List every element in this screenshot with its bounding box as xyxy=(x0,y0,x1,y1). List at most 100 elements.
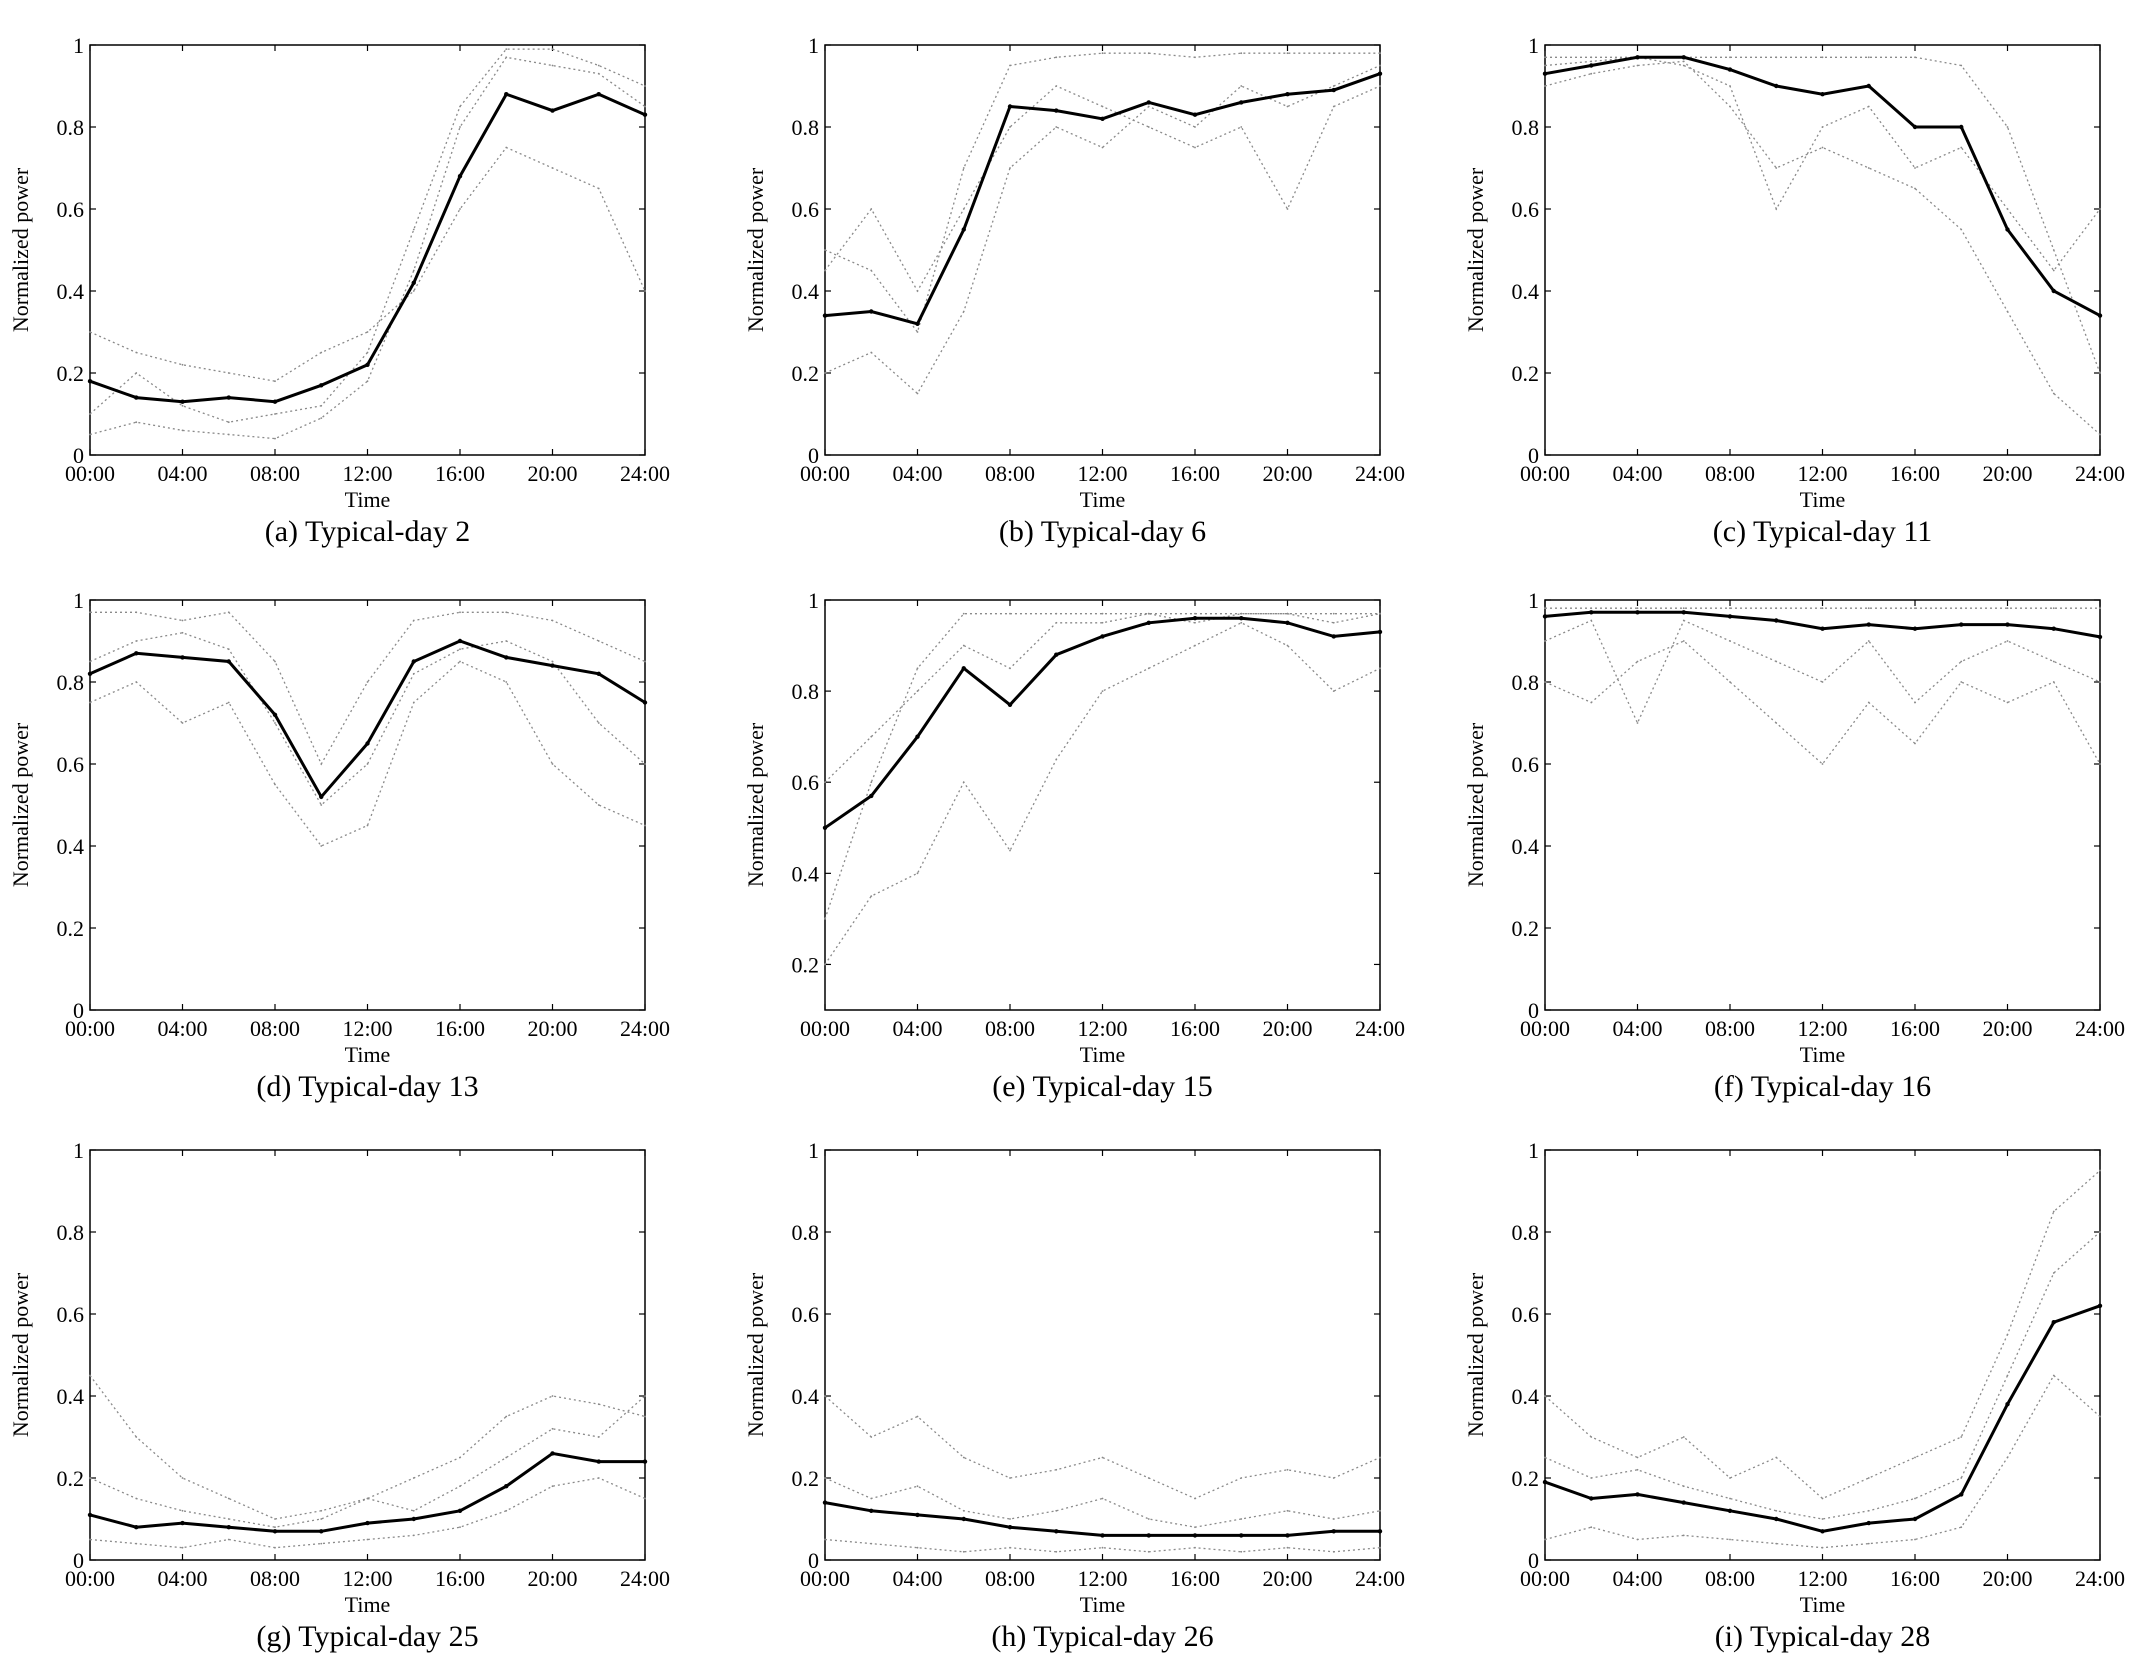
typical-day-point xyxy=(1285,1533,1290,1538)
typical-day-point xyxy=(1100,116,1105,122)
scenario-point xyxy=(916,667,919,670)
scenario-point xyxy=(1821,56,1824,59)
typical-day-point xyxy=(869,309,874,314)
x-tick-label: 04:00 xyxy=(892,1016,942,1041)
scenario-point xyxy=(227,648,230,651)
scenario-point xyxy=(1590,60,1593,63)
scenario-point xyxy=(1332,1518,1335,1520)
scenario-point xyxy=(1867,167,1870,169)
scenario-point xyxy=(1636,660,1639,663)
typical-day-point xyxy=(1820,626,1825,631)
scenario-point xyxy=(1636,1538,1639,1541)
typical-day-point xyxy=(1239,616,1244,621)
scenario-point xyxy=(181,722,184,724)
scenario-point xyxy=(181,404,184,407)
scenario-point xyxy=(1332,1550,1335,1553)
scenario-point xyxy=(227,611,230,614)
scenario-point xyxy=(135,1542,138,1545)
x-tick-label: 04:00 xyxy=(157,1016,207,1041)
x-axis-label: Time xyxy=(345,1042,391,1067)
scenario-point xyxy=(2006,1456,2009,1459)
scenario-point xyxy=(1147,1550,1150,1553)
scenario-point xyxy=(1729,56,1731,59)
scenario-point xyxy=(1590,56,1593,59)
scenario-point xyxy=(1055,126,1058,128)
x-tick-label: 04:00 xyxy=(157,1566,207,1591)
typical-day-point xyxy=(1959,1492,1964,1497)
y-tick-label: 0.4 xyxy=(57,834,85,859)
scenario-point xyxy=(2099,681,2101,683)
typical-day-point xyxy=(1589,63,1594,68)
scenario-point xyxy=(1009,126,1011,128)
scenario-point xyxy=(1379,667,1381,670)
scenario-point xyxy=(1009,849,1011,852)
scenario-point xyxy=(597,72,600,75)
typical-day-point xyxy=(1192,112,1198,117)
x-tick-label: 16:00 xyxy=(1170,1016,1220,1041)
scenario-point xyxy=(1147,1518,1150,1520)
scenario-point xyxy=(412,290,415,292)
typical-day-point xyxy=(915,1512,920,1518)
scenario-point xyxy=(1775,1509,1778,1512)
typical-day-point xyxy=(1774,83,1779,89)
y-axis-label: Normalized power xyxy=(8,1272,33,1437)
y-tick-label: 1 xyxy=(808,588,819,613)
scenario-line xyxy=(1544,1170,2101,1500)
scenario-point xyxy=(459,1526,461,1529)
scenario-point xyxy=(412,619,415,622)
scenario-point xyxy=(274,1546,276,1549)
typical-day-point xyxy=(1635,55,1640,60)
scenario-point xyxy=(1009,1477,1011,1479)
y-tick-label: 0.2 xyxy=(792,952,820,977)
scenario-point xyxy=(597,187,600,190)
scenario-point xyxy=(181,631,184,634)
typical-day-point xyxy=(1635,610,1640,615)
scenario-point xyxy=(135,351,138,354)
scenario-line xyxy=(1544,1374,2101,1549)
typical-day-point xyxy=(642,1459,648,1464)
scenario-point xyxy=(366,1497,369,1500)
scenario-point xyxy=(2006,126,2009,128)
typical-day-point xyxy=(961,227,966,232)
typical-day-point xyxy=(411,1516,416,1522)
scenario-point xyxy=(551,660,554,663)
scenario-point xyxy=(459,648,461,651)
scenario-point xyxy=(824,781,826,784)
typical-day-point xyxy=(1146,1533,1151,1538)
scenario-point xyxy=(597,722,600,724)
typical-day-point xyxy=(642,700,648,705)
typical-day-point xyxy=(1589,1496,1594,1501)
x-tick-label: 16:00 xyxy=(1170,1566,1220,1591)
scenario-point xyxy=(1240,85,1243,87)
scenario-point xyxy=(824,372,826,374)
scenario-point xyxy=(135,611,138,614)
scenario-point xyxy=(597,640,600,642)
scenario-line xyxy=(824,1538,1381,1553)
typical-day-point xyxy=(2005,227,2010,232)
typical-day-point xyxy=(1146,620,1151,625)
typical-day-point xyxy=(1774,618,1779,623)
x-tick-label: 08:00 xyxy=(985,461,1035,486)
scenario-point xyxy=(320,404,323,407)
typical-day-point xyxy=(134,1525,139,1530)
x-tick-label: 16:00 xyxy=(1890,1566,1940,1591)
typical-day-point xyxy=(1331,634,1336,639)
scenario-point xyxy=(1055,56,1058,59)
chart-panel-1: 0 0.2 0.4 0.6 0.8 1 00:00 04:00 08:00 12:00 16:00 2… xyxy=(8,33,670,512)
y-tick-label: 0.4 xyxy=(792,861,820,886)
plot-frame xyxy=(89,599,646,1011)
scenario-point xyxy=(644,1395,646,1397)
typical-day-line xyxy=(824,72,1381,326)
scenario-point xyxy=(1101,1456,1104,1459)
typical-day-point xyxy=(272,712,278,717)
scenario-point xyxy=(505,611,508,614)
x-tick-label: 24:00 xyxy=(1355,1016,1405,1041)
scenario-point xyxy=(1960,660,1963,663)
typical-day-point xyxy=(319,1529,324,1534)
scenario-point xyxy=(1775,167,1778,169)
scenario-point xyxy=(1009,1546,1011,1549)
y-tick-label: 0.8 xyxy=(792,1220,820,1245)
y-tick-label: 0.6 xyxy=(57,1302,85,1327)
scenario-point xyxy=(89,1538,91,1541)
typical-day-point xyxy=(915,734,920,739)
